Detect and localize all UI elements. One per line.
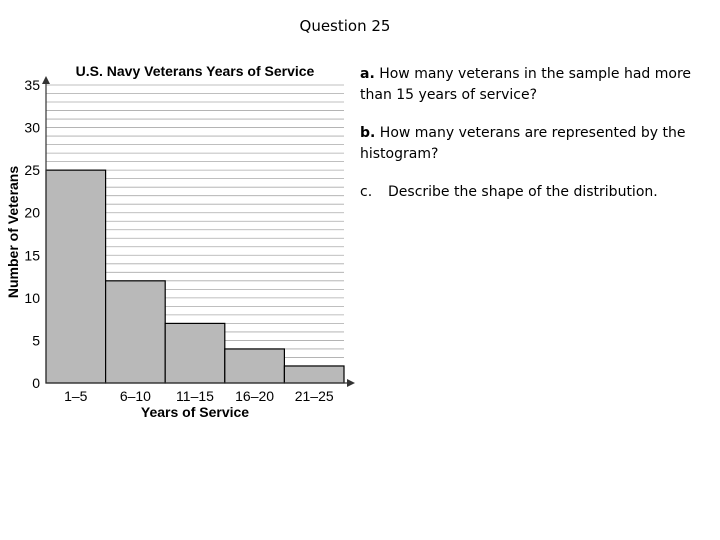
x-tick-label: 16–20: [235, 388, 274, 404]
chart-title: U.S. Navy Veterans Years of Service: [76, 63, 315, 79]
x-tick-label: 1–5: [64, 388, 88, 404]
y-tick-labels: 0 5 10 15 20 25 30 35: [24, 77, 40, 391]
x-tick-label: 21–25: [295, 388, 334, 404]
bar-2: [104, 280, 166, 384]
x-axis-arrow: [347, 379, 355, 387]
question-a: a. How many veterans in the sample had m…: [360, 64, 712, 106]
y-tick-label: 5: [32, 332, 40, 348]
axes: [42, 76, 355, 387]
bar-4: [224, 348, 286, 384]
bar-5: [283, 365, 345, 384]
y-tick-label: 25: [24, 162, 40, 178]
question-b: b. How many veterans are represented by …: [360, 123, 712, 165]
x-axis-label: Years of Service: [141, 404, 249, 420]
y-tick-label: 0: [32, 375, 40, 391]
bars: [45, 169, 345, 384]
x-tick-label: 6–10: [120, 388, 151, 404]
y-tick-label: 35: [24, 77, 40, 93]
bar-1: [45, 169, 107, 384]
x-tick-label: 11–15: [176, 388, 214, 404]
questions-panel: a. How many veterans in the sample had m…: [360, 64, 712, 220]
y-tick-label: 15: [24, 247, 40, 263]
question-a-letter: a.: [360, 66, 375, 82]
x-tick-labels: 1–5 6–10 11–15 16–20 21–25: [64, 388, 334, 404]
y-axis-arrow: [42, 76, 50, 84]
question-a-text: How many veterans in the sample had more…: [360, 66, 692, 103]
y-tick-label: 10: [24, 290, 40, 306]
question-c: c. Describe the shape of the distribution…: [360, 182, 712, 203]
slide-title: Question 25: [299, 17, 391, 35]
question-c-letter: c.: [360, 184, 373, 200]
question-b-letter: b.: [360, 125, 376, 141]
y-tick-label: 20: [24, 205, 40, 221]
y-axis-label: Number of Veterans: [5, 166, 21, 298]
question-c-text: Describe the shape of the distribution.: [388, 184, 658, 200]
histogram-chart: U.S. Navy Veterans Years of Service 0 5 10…: [5, 63, 355, 420]
question-b-text: How many veterans are represented by the…: [360, 125, 686, 162]
y-tick-label: 30: [24, 120, 40, 136]
bar-3: [164, 322, 226, 384]
